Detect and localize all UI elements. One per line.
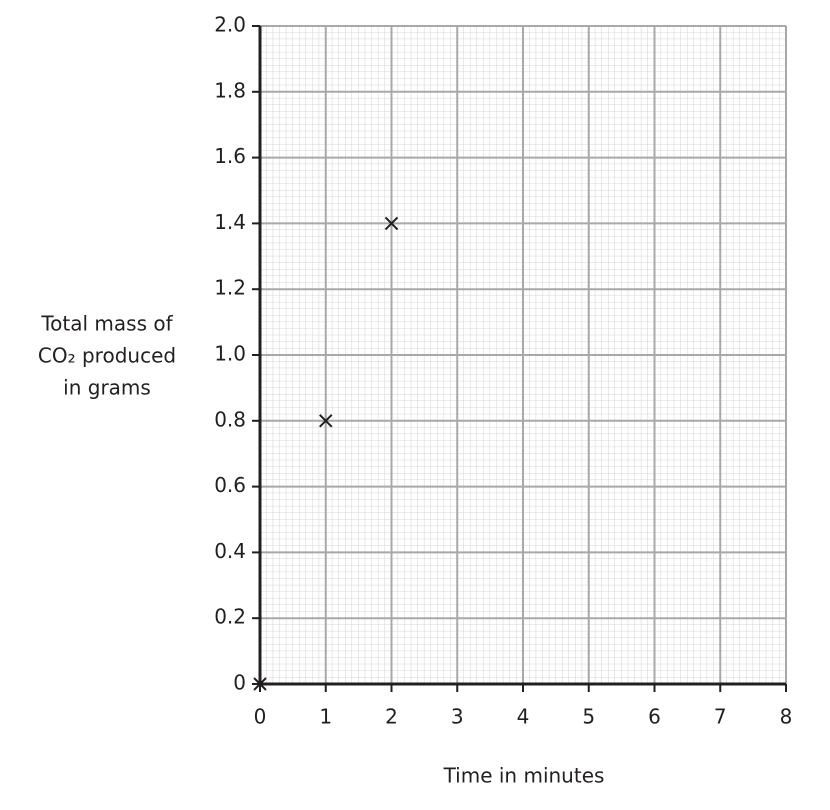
y-tick-label: 0.2 <box>214 605 246 629</box>
x-tick-label: 5 <box>582 705 595 729</box>
x-tick-label: 7 <box>714 705 727 729</box>
x-tick-label: 0 <box>254 705 267 729</box>
y-axis-label: CO₂ produced <box>38 344 176 368</box>
y-axis-label: in grams <box>63 376 151 400</box>
y-tick-label: 1.6 <box>214 144 246 168</box>
y-tick-label: 1.4 <box>214 210 246 234</box>
x-tick-label: 1 <box>319 705 332 729</box>
y-tick-label: 2.0 <box>214 13 246 37</box>
x-tick-label: 6 <box>648 705 661 729</box>
point <box>253 677 267 691</box>
x-tick-label: 4 <box>517 705 530 729</box>
y-tick-label: 0 <box>233 671 246 695</box>
x-tick-label: 8 <box>780 705 793 729</box>
y-tick-label: 1.8 <box>214 78 246 102</box>
y-tick-label: 0.8 <box>214 407 246 431</box>
y-tick-label: 0.4 <box>214 539 246 563</box>
point <box>384 216 399 231</box>
point <box>319 414 333 428</box>
y-tick-label: 1.2 <box>214 276 246 300</box>
x-tick-label: 2 <box>385 705 398 729</box>
y-tick-label: 1.0 <box>214 342 246 366</box>
x-tick-label: 3 <box>451 705 464 729</box>
x-axis-label: Time in minutes <box>443 764 605 788</box>
y-axis-label: Total mass of <box>40 312 173 336</box>
y-tick-label: 0.6 <box>214 473 246 497</box>
